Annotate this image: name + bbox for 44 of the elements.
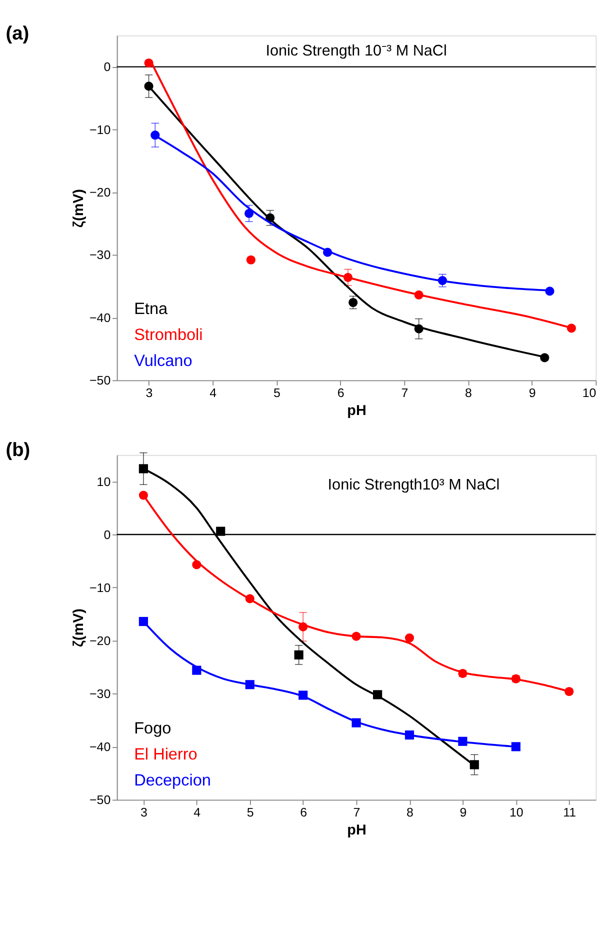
x-tick-label: 6 xyxy=(337,386,344,400)
x-tick-label: 9 xyxy=(528,386,536,400)
x-tick-label: 7 xyxy=(401,386,408,400)
x-tick-label: 4 xyxy=(194,805,201,820)
chart-title: (b) xyxy=(6,440,30,462)
x-tick-label: 8 xyxy=(465,386,472,400)
y-tick-label: −30 xyxy=(90,686,111,701)
y-tick-label: −50 xyxy=(90,374,111,388)
x-tick-label: 5 xyxy=(273,386,280,400)
x-tick-label: 7 xyxy=(353,805,360,820)
x-tick-label: 4 xyxy=(210,386,217,400)
annotation: Ionic Strength10³ M NaCl xyxy=(328,476,500,494)
y-tick-label: −40 xyxy=(90,740,111,754)
y-tick-label: −40 xyxy=(90,310,111,325)
x-axis-title: pH xyxy=(347,822,366,839)
y-tick-label: −20 xyxy=(90,185,111,200)
chart-title: (a) xyxy=(6,23,30,44)
y-axis-title: ζ(mV) xyxy=(70,608,87,648)
x-tick-label: 9 xyxy=(460,805,467,820)
text: Decepcion xyxy=(134,771,211,790)
y-tick-label: 0 xyxy=(104,528,111,542)
x-tick-label: 3 xyxy=(146,386,153,400)
text: Vulcano xyxy=(134,352,192,370)
x-axis-title: pH xyxy=(347,403,366,420)
y-tick-label: −10 xyxy=(90,580,111,595)
text: Etna xyxy=(134,300,168,318)
x-tick-label: 3 xyxy=(140,805,148,820)
y-tick-label: −50 xyxy=(90,793,111,808)
y-tick-label: −20 xyxy=(90,634,111,648)
x-tick-label: 6 xyxy=(300,805,308,820)
y-tick-label: 10 xyxy=(96,474,111,489)
x-tick-label: 8 xyxy=(406,805,414,820)
x-tick-label: 10 xyxy=(509,805,524,820)
y-tick-label: 0 xyxy=(104,60,111,74)
x-tick-label: 11 xyxy=(563,805,576,820)
annotation: Ionic Strength 10⁻³ M NaCl xyxy=(266,42,447,60)
x-tick-label: 5 xyxy=(246,805,254,820)
text: Fogo xyxy=(134,720,172,738)
y-axis-title: ζ(mV) xyxy=(70,188,87,228)
text: El Hierro xyxy=(134,745,198,764)
x-tick-label: 10 xyxy=(582,386,596,400)
y-tick-label: −10 xyxy=(90,122,111,137)
text: Stromboli xyxy=(134,326,203,344)
y-tick-label: −30 xyxy=(90,248,111,262)
